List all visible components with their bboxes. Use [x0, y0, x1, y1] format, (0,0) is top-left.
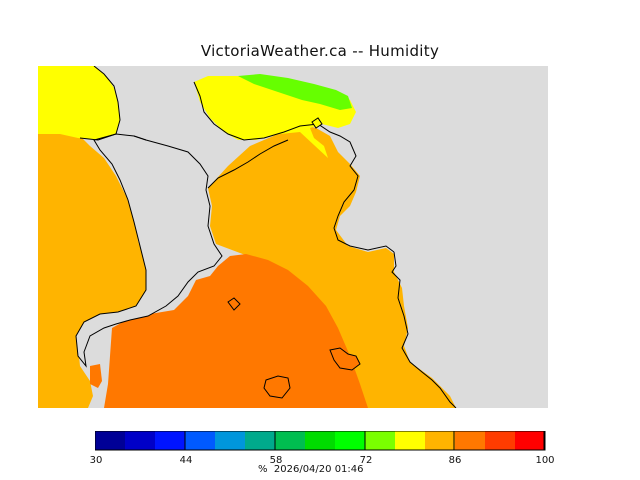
colorbar-segment: [365, 431, 396, 450]
unit-label: %: [258, 464, 268, 475]
humidity-map[interactable]: [38, 66, 548, 408]
humidity-region-lower-dark-orange: [104, 254, 368, 408]
island-tiny: [329, 347, 361, 371]
colorbar-tick-72: 72: [359, 455, 373, 466]
humidity-region-top-left-yellow: [38, 66, 120, 140]
colorbar-segment: [305, 431, 336, 450]
legend-caption: % 2026/04/20 01:46: [258, 464, 364, 475]
colorbar-border: [95, 431, 546, 451]
colorbar-tick-86: 86: [448, 455, 462, 466]
colorbar-segment: [245, 431, 276, 450]
water-channel-north: [75, 133, 223, 368]
colorbar-segment: [185, 431, 216, 450]
colorbar-segment: [125, 431, 156, 450]
colorbar-segment: [275, 431, 306, 450]
colorbar-segment: [95, 431, 126, 450]
colorbar-segment: [455, 431, 486, 450]
colorbar-tick-44: 44: [179, 455, 193, 466]
colorbar-segment: [395, 431, 426, 450]
humidity-region-green: [238, 74, 352, 110]
humidity-region-left-orange: [38, 132, 150, 408]
colorbar-segment: [155, 431, 186, 450]
timestamp: 2026/04/20 01:46: [273, 464, 364, 475]
page-title: VictoriaWeather.ca -- Humidity: [200, 42, 440, 60]
colorbar-tick-58: 58: [269, 455, 283, 466]
coastline-left: [79, 66, 147, 141]
islet-north: [311, 117, 323, 129]
colorbar-segment: [215, 431, 246, 450]
colorbar-segment: [425, 431, 456, 450]
colorbar-segment: [515, 431, 546, 450]
coastline-east: [391, 251, 457, 408]
map-canvas: [38, 66, 548, 408]
humidity-colorbar: [95, 431, 546, 451]
colorbar-segment: [485, 431, 516, 450]
island-small: [263, 375, 291, 399]
humidity-region-mainland-orange: [208, 124, 456, 408]
colorbar-tick-100: 100: [535, 455, 555, 466]
islet: [227, 297, 241, 311]
colorbar-tick-30: 30: [89, 455, 103, 466]
coastline-mainland: [207, 139, 289, 189]
coastline-upper: [193, 81, 395, 253]
colorbar-segment: [335, 431, 366, 450]
humidity-region-left-dark-orange: [90, 364, 102, 388]
